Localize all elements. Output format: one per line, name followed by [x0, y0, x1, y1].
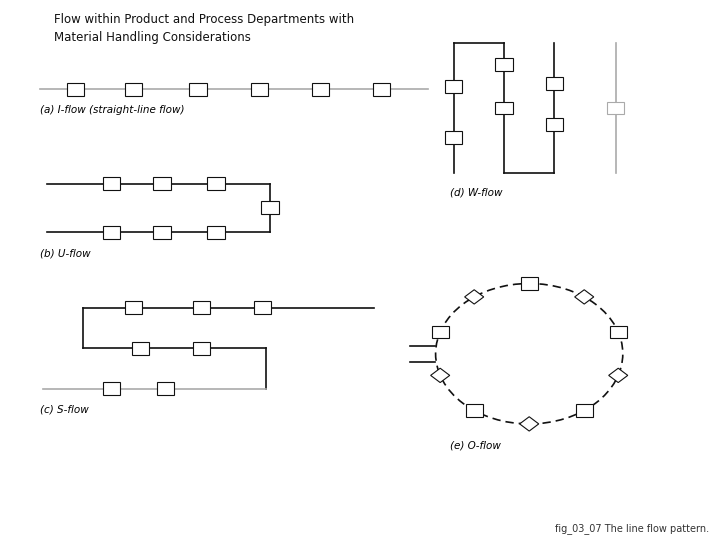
Bar	[207, 226, 225, 239]
Text: (b) U-flow: (b) U-flow	[40, 248, 90, 259]
Polygon shape	[575, 290, 594, 304]
Bar	[189, 83, 207, 96]
Text: fig_03_07 The line flow pattern.: fig_03_07 The line flow pattern.	[555, 523, 709, 534]
Text: (d) W-flow: (d) W-flow	[450, 188, 503, 198]
Bar	[373, 83, 390, 96]
Text: Flow within Product and Process Departments with
Material Handling Consideration: Flow within Product and Process Departme…	[54, 14, 354, 44]
Bar	[261, 201, 279, 214]
Bar	[254, 301, 271, 314]
Bar	[153, 177, 171, 190]
Bar	[125, 301, 142, 314]
Bar	[251, 83, 268, 96]
Bar	[67, 83, 84, 96]
Bar	[445, 131, 462, 144]
Bar	[132, 342, 149, 355]
Bar	[157, 382, 174, 395]
Text: (a) I-flow (straight-line flow): (a) I-flow (straight-line flow)	[40, 105, 184, 116]
Bar	[575, 404, 593, 417]
Bar	[193, 342, 210, 355]
Bar	[495, 102, 513, 114]
Bar	[610, 326, 627, 339]
Bar	[103, 226, 120, 239]
Text: (e) O-flow: (e) O-flow	[450, 440, 501, 450]
Bar	[125, 83, 142, 96]
Text: (c) S-flow: (c) S-flow	[40, 405, 89, 415]
Bar	[607, 102, 624, 114]
Bar	[431, 326, 449, 339]
Bar	[546, 77, 563, 90]
Polygon shape	[431, 368, 450, 382]
Bar	[546, 118, 563, 131]
Bar	[521, 277, 538, 290]
Polygon shape	[520, 417, 539, 431]
Bar	[207, 177, 225, 190]
Bar	[153, 226, 171, 239]
Bar	[103, 382, 120, 395]
Bar	[495, 58, 513, 71]
Bar	[193, 301, 210, 314]
Bar	[466, 404, 483, 417]
Polygon shape	[608, 368, 628, 382]
Bar	[103, 177, 120, 190]
Bar	[312, 83, 329, 96]
Bar	[445, 80, 462, 93]
Polygon shape	[464, 290, 484, 304]
